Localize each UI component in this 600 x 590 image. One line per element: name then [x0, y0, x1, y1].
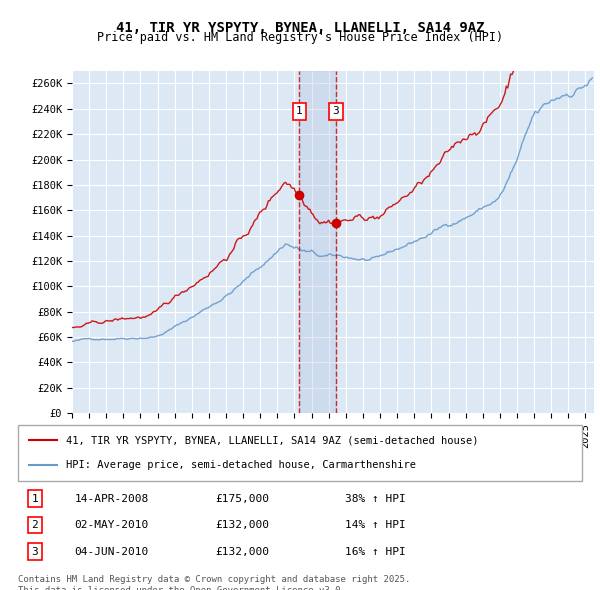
Text: 38% ↑ HPI: 38% ↑ HPI — [345, 494, 406, 504]
FancyBboxPatch shape — [18, 425, 582, 481]
Text: 04-JUN-2010: 04-JUN-2010 — [74, 546, 149, 556]
Text: 3: 3 — [32, 546, 38, 556]
Text: 1: 1 — [296, 106, 303, 116]
Text: 14% ↑ HPI: 14% ↑ HPI — [345, 520, 406, 530]
Text: Price paid vs. HM Land Registry's House Price Index (HPI): Price paid vs. HM Land Registry's House … — [97, 31, 503, 44]
Text: 2: 2 — [32, 520, 38, 530]
Text: Contains HM Land Registry data © Crown copyright and database right 2025.
This d: Contains HM Land Registry data © Crown c… — [18, 575, 410, 590]
Text: 41, TIR YR YSPYTY, BYNEA, LLANELLI, SA14 9AZ (semi-detached house): 41, TIR YR YSPYTY, BYNEA, LLANELLI, SA14… — [66, 435, 478, 445]
Text: 16% ↑ HPI: 16% ↑ HPI — [345, 546, 406, 556]
Text: 3: 3 — [332, 106, 339, 116]
Text: £132,000: £132,000 — [215, 546, 269, 556]
Text: 14-APR-2008: 14-APR-2008 — [74, 494, 149, 504]
Text: £175,000: £175,000 — [215, 494, 269, 504]
Bar — [299, 71, 336, 413]
Text: 1: 1 — [32, 494, 38, 504]
Text: 41, TIR YR YSPYTY, BYNEA, LLANELLI, SA14 9AZ: 41, TIR YR YSPYTY, BYNEA, LLANELLI, SA14… — [116, 21, 484, 35]
Text: HPI: Average price, semi-detached house, Carmarthenshire: HPI: Average price, semi-detached house,… — [66, 460, 416, 470]
Text: £132,000: £132,000 — [215, 520, 269, 530]
Text: 02-MAY-2010: 02-MAY-2010 — [74, 520, 149, 530]
